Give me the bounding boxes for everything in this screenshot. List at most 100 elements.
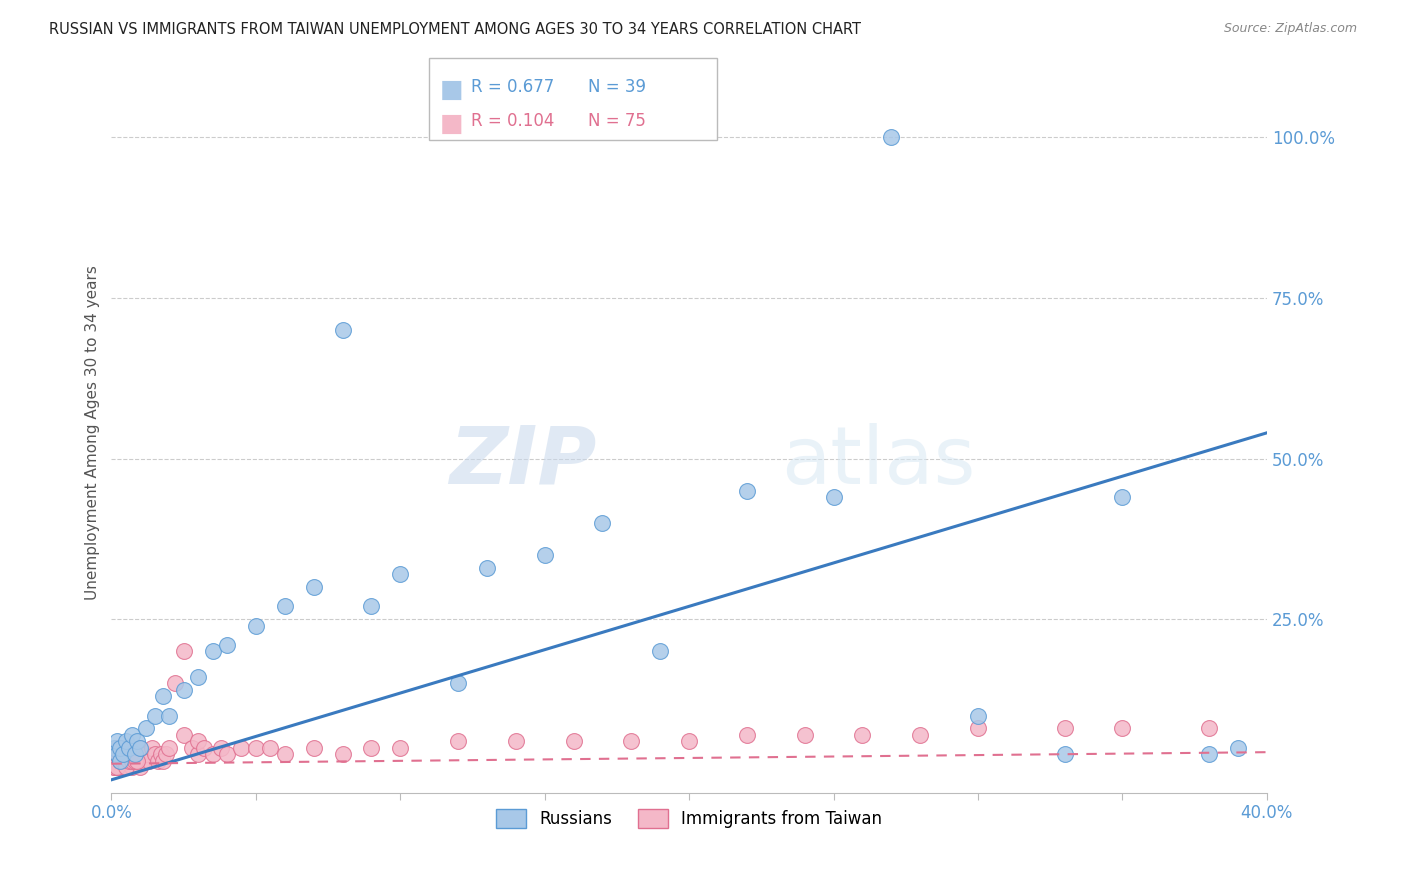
Point	[447, 734, 470, 748]
Text: RUSSIAN VS IMMIGRANTS FROM TAIWAN UNEMPLOYMENT AMONG AGES 30 TO 34 YEARS CORRELA: RUSSIAN VS IMMIGRANTS FROM TAIWAN UNEMPL…	[49, 22, 862, 37]
Point	[173, 682, 195, 697]
Point	[193, 740, 215, 755]
Point	[735, 728, 758, 742]
Text: ■: ■	[440, 112, 464, 136]
Text: R = 0.677: R = 0.677	[471, 78, 554, 95]
Point	[111, 754, 134, 768]
Point	[910, 728, 932, 742]
Point	[332, 323, 354, 337]
Point	[103, 747, 125, 761]
Point	[259, 740, 281, 755]
Point	[447, 676, 470, 690]
Point	[103, 740, 125, 755]
Point	[209, 740, 232, 755]
Point	[149, 747, 172, 761]
Point	[215, 747, 238, 761]
Point	[967, 708, 990, 723]
Point	[187, 734, 209, 748]
Point	[103, 754, 125, 768]
Point	[533, 548, 555, 562]
Text: Source: ZipAtlas.com: Source: ZipAtlas.com	[1223, 22, 1357, 36]
Point	[105, 740, 128, 755]
Point	[124, 747, 146, 761]
Point	[118, 747, 141, 761]
Point	[121, 760, 143, 774]
Point	[152, 754, 174, 768]
Point	[118, 754, 141, 768]
Point	[157, 708, 180, 723]
Point	[967, 722, 990, 736]
Point	[108, 754, 131, 768]
Point	[173, 644, 195, 658]
Point	[302, 740, 325, 755]
Point	[115, 734, 138, 748]
Point	[201, 644, 224, 658]
Point	[735, 483, 758, 498]
Point	[389, 740, 412, 755]
Point	[146, 754, 169, 768]
Point	[360, 599, 382, 614]
Point	[360, 740, 382, 755]
Point	[135, 747, 157, 761]
Point	[108, 760, 131, 774]
Point	[105, 760, 128, 774]
Point	[111, 747, 134, 761]
Point	[475, 560, 498, 574]
Point	[118, 754, 141, 768]
Point	[163, 676, 186, 690]
Point	[389, 567, 412, 582]
Point	[851, 728, 873, 742]
Point	[115, 760, 138, 774]
Point	[505, 734, 527, 748]
Point	[118, 740, 141, 755]
Point	[121, 728, 143, 742]
Point	[157, 740, 180, 755]
Point	[823, 490, 845, 504]
Point	[274, 747, 297, 761]
Point	[274, 599, 297, 614]
Text: ■: ■	[440, 78, 464, 102]
Point	[132, 754, 155, 768]
Point	[245, 740, 267, 755]
Point	[187, 670, 209, 684]
Point	[231, 740, 253, 755]
Point	[103, 760, 125, 774]
Point	[1053, 747, 1076, 761]
Point	[108, 754, 131, 768]
Point	[124, 754, 146, 768]
Point	[1198, 747, 1220, 761]
Point	[155, 747, 177, 761]
Point	[129, 740, 152, 755]
Point	[121, 754, 143, 768]
Point	[108, 754, 131, 768]
Point	[592, 516, 614, 530]
Point	[620, 734, 643, 748]
Point	[108, 740, 131, 755]
Point	[152, 690, 174, 704]
Point	[1053, 722, 1076, 736]
Point	[1198, 722, 1220, 736]
Y-axis label: Unemployment Among Ages 30 to 34 years: Unemployment Among Ages 30 to 34 years	[86, 266, 100, 600]
Point	[332, 747, 354, 761]
Point	[111, 754, 134, 768]
Point	[793, 728, 815, 742]
Point	[173, 728, 195, 742]
Point	[127, 754, 149, 768]
Point	[135, 722, 157, 736]
Point	[129, 740, 152, 755]
Point	[141, 740, 163, 755]
Point	[115, 754, 138, 768]
Point	[105, 747, 128, 761]
Point	[127, 754, 149, 768]
Point	[115, 747, 138, 761]
Point	[105, 754, 128, 768]
Point	[201, 747, 224, 761]
Point	[124, 747, 146, 761]
Point	[129, 747, 152, 761]
Point	[108, 747, 131, 761]
Point	[105, 760, 128, 774]
Point	[105, 747, 128, 761]
Point	[181, 740, 204, 755]
Point	[105, 734, 128, 748]
Point	[302, 580, 325, 594]
